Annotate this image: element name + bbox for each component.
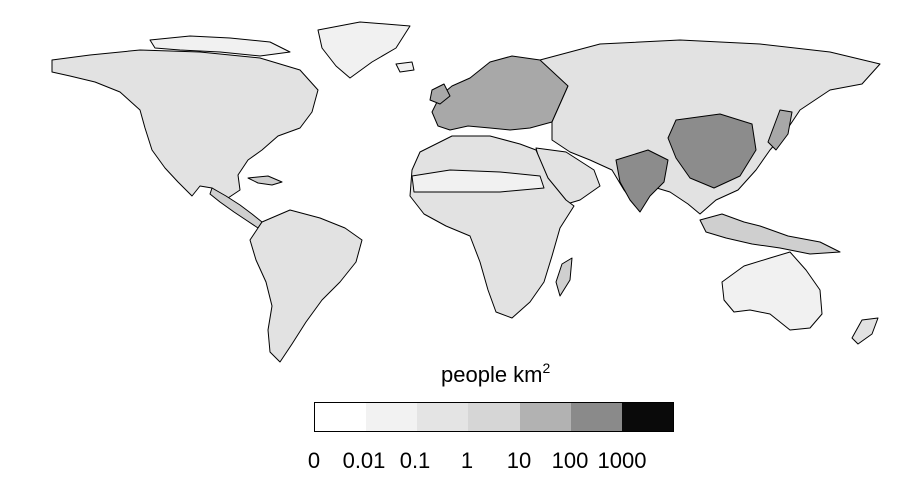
legend-title-text: people km (441, 362, 543, 387)
iceland (395, 61, 415, 73)
legend-swatch (417, 403, 469, 431)
japan (767, 109, 793, 151)
legend-swatch (468, 403, 520, 431)
legend-tick-label: 1000 (597, 448, 647, 473)
legend-tick-label: 0.01 (342, 448, 386, 473)
legend-tick-label: 1 (460, 448, 474, 473)
arctic-islands (149, 35, 291, 57)
legend-swatch (519, 403, 571, 431)
south-america (249, 209, 363, 363)
legend-tick-label: 10 (506, 448, 532, 473)
british-isles (429, 83, 451, 105)
indian-subcontinent (615, 149, 669, 213)
new-zealand (851, 317, 879, 345)
sahara (411, 169, 545, 193)
legend-swatch (315, 403, 367, 431)
greenland (317, 21, 411, 79)
legend-swatch (570, 403, 622, 431)
caribbean-islands (247, 175, 283, 186)
legend-tick-label: 0 (307, 448, 321, 473)
central-america (209, 187, 263, 229)
north-america (51, 49, 319, 199)
southeast-asia-islands (699, 213, 841, 255)
australia (721, 251, 823, 331)
world-population-density-map (51, 21, 881, 363)
legend-title-superscript: 2 (542, 360, 551, 376)
legend-tick-label: 100 (551, 448, 589, 473)
madagascar (555, 257, 573, 297)
legend-title: people km2 (441, 360, 550, 388)
legend-swatch (366, 403, 418, 431)
east-asia (667, 113, 757, 189)
legend-tick-label: 0.1 (399, 448, 431, 473)
legend-swatch (621, 403, 673, 431)
legend-color-bar (314, 402, 674, 432)
